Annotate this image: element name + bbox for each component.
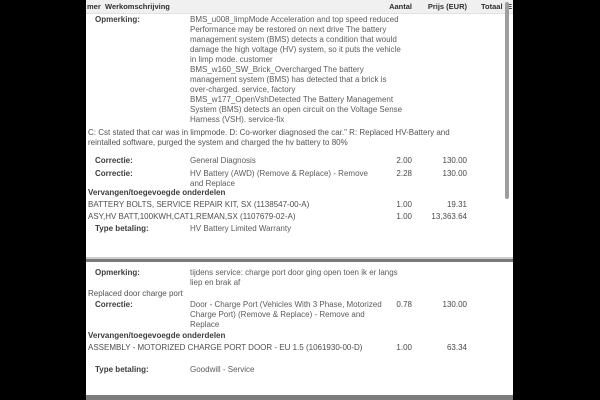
parts-header-row: Vervangen/toegevoegde onderdelen [86,188,467,198]
column-header-nummer: mer [87,2,101,11]
correctie-price: 130.00 [442,169,467,178]
payment-type-label: Type betaling: [95,224,149,233]
opmerking-label: Opmerking: [95,268,140,277]
horizontal-scrollbar[interactable] [86,395,513,400]
part-description: ASSEMBLY - MOTORIZED CHARGE PORT DOOR - … [88,343,363,352]
correctie-qty: 0.78 [396,300,412,309]
section-separator [86,257,513,262]
column-header-prijs: Prijs (EUR) [427,2,467,11]
part-price: 19.31 [446,200,467,209]
column-header-aantal: Aantal [389,2,412,11]
service-note-row: C: Cst stated that car was in limpmode. … [86,128,467,148]
correctie-label: Correctie: [95,300,133,309]
correctie-label: Correctie: [95,169,133,178]
parts-header-label: Vervangen/toegevoegde onderdelen [88,331,226,340]
payment-type-label: Type betaling: [95,365,149,374]
part-row: ASY,HV BATT,100KWH,CAT1,REMAN,SX (110767… [86,212,467,222]
part-description: ASY,HV BATT,100KWH,CAT1,REMAN,SX (110767… [88,212,296,221]
column-header-werkomschrijving: Werkomschrijving [105,2,170,11]
part-price: 63.34 [446,343,467,352]
opmerking-text: tijdens service: charge port door ging o… [190,268,398,287]
payment-type-value: HV Battery Limited Warranty [190,224,292,233]
opmerking-row: Opmerking: tijdens service: charge port … [86,268,467,288]
correctie-row: Correctie: Door - Charge Port (Vehicles … [86,300,467,330]
part-qty: 1.00 [396,343,412,352]
parts-header-row: Vervangen/toegevoegde onderdelen [86,331,467,341]
separator-dark-line [86,259,513,262]
column-header-totaal: Totaal (E [481,2,513,11]
service-note-text: Replaced door charge port [88,289,183,298]
part-qty: 1.00 [396,212,412,221]
correctie-label: Correctie: [95,156,133,165]
opmerking-row: Opmerking: BMS_u008_limpMode Acceleratio… [86,15,467,125]
correctie-qty: 2.28 [396,169,412,178]
part-row: BATTERY BOLTS, SERVICE REPAIR KIT, SX (1… [86,200,467,210]
part-description: BATTERY BOLTS, SERVICE REPAIR KIT, SX (1… [88,200,310,209]
correctie-qty: 2.00 [396,156,412,165]
correctie-row: Correctie: HV Battery (AWD) (Remove & Re… [86,169,467,189]
correctie-price: 130.00 [442,156,467,165]
table-header: mer Werkomschrijving Aantal Prijs (EUR) … [86,0,513,14]
payment-type-row: Type betaling: Goodwill - Service [86,365,467,375]
opmerking-text: BMS_u008_limpMode Acceleration and top s… [190,15,403,124]
correctie-price: 130.00 [442,300,467,309]
service-note-text: C: Cst stated that car was in limpmode. … [88,128,450,147]
correctie-description: HV Battery (AWD) (Remove & Replace) - Re… [190,169,368,188]
service-note-row: Replaced door charge port [86,289,467,299]
part-qty: 1.00 [396,200,412,209]
document-viewport: mer Werkomschrijving Aantal Prijs (EUR) … [86,0,513,400]
parts-header-label: Vervangen/toegevoegde onderdelen [88,188,226,197]
part-row: ASSEMBLY - MOTORIZED CHARGE PORT DOOR - … [86,343,467,353]
payment-type-row: Type betaling: HV Battery Limited Warran… [86,224,467,234]
left-black-bar [0,0,86,400]
vertical-scrollbar-thumb[interactable] [505,2,509,199]
correctie-description: General Diagnosis [190,156,256,165]
correctie-row: Correctie: General Diagnosis 2.00 130.00 [86,156,467,166]
part-price: 13,363.64 [431,212,467,221]
separator-light-line [86,257,513,259]
correctie-description: Door - Charge Port (Vehicles With 3 Phas… [190,300,382,329]
right-black-bar [513,0,600,400]
payment-type-value: Goodwill - Service [190,365,255,374]
opmerking-label: Opmerking: [95,15,140,24]
